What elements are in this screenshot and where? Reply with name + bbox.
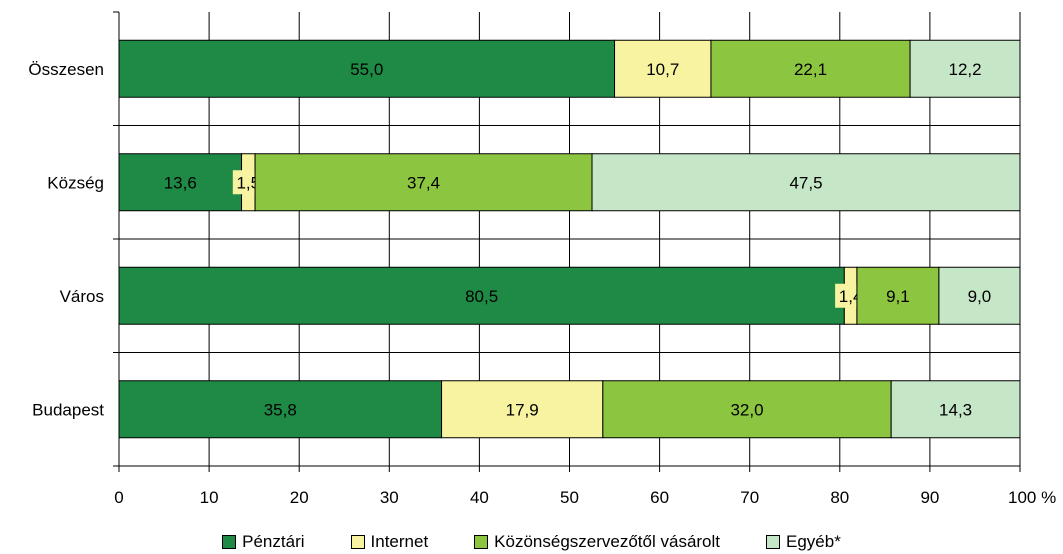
bar-segment [118,39,616,98]
data-label: 14,3 [939,400,972,419]
bar-segment [441,380,604,439]
x-tick-label: 10 [200,488,219,507]
x-tick-label: 70 [740,488,759,507]
data-label: 35,8 [264,400,297,419]
x-tick-label: 20 [290,488,309,507]
bar-segment [118,153,243,212]
data-label: 80,5 [465,287,498,306]
bar-segment [118,380,443,439]
legend-swatch [222,535,237,549]
data-label: 32,0 [730,400,763,419]
x-tick-label: 90 [920,488,939,507]
data-label: 37,4 [407,173,440,192]
legend-label: Pénztári [242,532,305,551]
data-label: 22,1 [794,60,827,79]
legend-item: Internet [350,531,429,553]
data-label: 47,5 [789,173,822,192]
legend-item: Egyéb* [766,531,841,553]
category-label: Összesen [28,60,104,79]
legend-swatch [766,535,781,549]
data-label: 55,0 [350,60,383,79]
legend-item: Közönségszervezőtől vásárolt [474,531,720,553]
x-tick-label: 0 [114,488,123,507]
x-tick-label: 60 [650,488,669,507]
data-label: 13,6 [164,173,197,192]
bar-segment [938,266,1021,325]
category-label: Község [47,173,104,192]
x-tick-label: 50 [560,488,579,507]
bar-segment [602,380,892,439]
data-label: 1,5 [236,173,260,192]
legend-label: Egyéb* [786,532,841,551]
category-label: Város [60,287,104,306]
data-label: 9,0 [968,287,992,306]
legend-label: Internet [370,532,429,551]
data-label: 17,9 [506,400,539,419]
bar-segment [710,39,911,98]
legend-label: Közönségszervezőtől vásárolt [494,532,721,551]
legend-item: Pénztári [222,531,305,553]
data-label: 10,7 [646,60,679,79]
data-label: 9,1 [886,287,910,306]
stacked-bar-chart: 0 10 20 30 40 50 60 70 80 90 100 % 55,0 10,7 22,1 12,2… [28,11,1056,507]
bar-segment [890,380,1021,439]
bar-segment [909,39,1021,98]
bar-segment [118,266,845,325]
bar-segment [254,153,593,212]
x-tick-label: 30 [380,488,399,507]
legend: Pénztári Internet Közönségszervezőtől vásá… [0,531,1063,553]
data-label: 12,2 [948,60,981,79]
x-tick-label: 100 % [1008,488,1056,507]
bar-segment [591,153,1021,212]
x-tick-label: 80 [830,488,849,507]
bar-segment [856,266,940,325]
x-tick-label: 40 [470,488,489,507]
legend-swatch [350,535,365,549]
category-label: Budapest [32,400,104,419]
legend-swatch [474,535,489,549]
